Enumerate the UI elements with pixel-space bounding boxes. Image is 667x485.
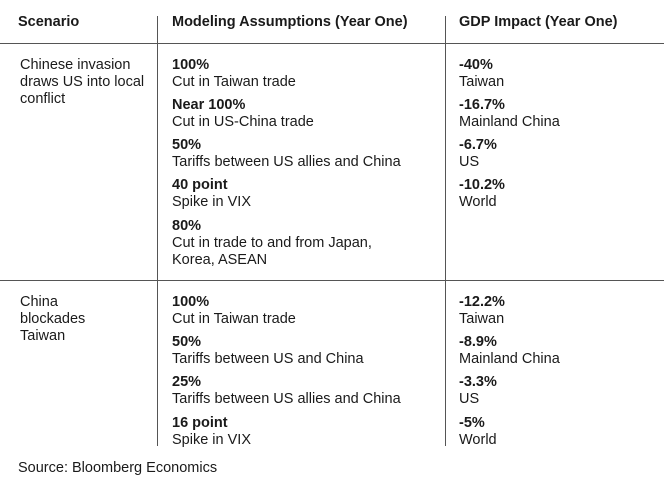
impact-value: -8.9% [459,334,497,350]
impact-label: Taiwan [459,74,505,90]
assumption-value: 50% [172,137,202,153]
impact-label: US [459,154,480,170]
row2-assumption-4: 16 point Spike in VIX [172,415,251,449]
row1-impact-3: -6.7% US [459,137,497,171]
assumption-label: Tariffs between US allies and China [172,154,401,170]
impact-label: World [459,432,497,448]
row2-assumption-2: 50% Tariffs between US and China [172,334,364,368]
impact-value: -10.2% [459,177,505,193]
impact-value: -40% [459,57,493,73]
row1-assumption-5: 80% Cut in trade to and from Japan, Kore… [172,218,382,269]
row1-assumption-4: 40 point Spike in VIX [172,177,251,211]
row1-assumption-1: 100% Cut in Taiwan trade [172,57,296,91]
row2-scenario: China blockades Taiwan [20,294,86,344]
assumption-value: 100% [172,57,210,73]
assumption-value: 80% [172,218,202,234]
assumption-value: 25% [172,374,202,390]
source-note: Source: Bloomberg Economics [18,460,218,476]
row1-assumption-3: 50% Tariffs between US allies and China [172,137,401,171]
assumption-label: Cut in trade to and from Japan, Korea, A… [172,235,372,268]
impact-label: Mainland China [459,351,560,367]
assumption-label: Cut in Taiwan trade [172,74,296,90]
row1-assumption-2: Near 100% Cut in US-China trade [172,97,314,131]
assumption-label: Tariffs between US and China [172,351,364,367]
header-assumptions: Modeling Assumptions (Year One) [172,14,408,30]
header-impact: GDP Impact (Year One) [459,14,618,30]
assumption-label: Tariffs between US allies and China [172,391,401,407]
impact-label: World [459,194,497,210]
assumption-label: Spike in VIX [172,432,251,448]
impact-value: -16.7% [459,97,505,113]
impact-value: -12.2% [459,294,505,310]
header-scenario: Scenario [18,14,80,30]
impact-label: Mainland China [459,114,560,130]
row2-impact-4: -5% World [459,415,497,449]
row2-impact-2: -8.9% Mainland China [459,334,560,368]
impact-value: -5% [459,415,485,431]
assumption-label: Cut in US-China trade [172,114,314,130]
row2-impact-3: -3.3% US [459,374,497,408]
row1-scenario: Chinese invasion draws US into local con… [20,57,145,107]
impact-label: US [459,391,480,407]
row2-assumption-1: 100% Cut in Taiwan trade [172,294,296,328]
assumption-value: 50% [172,334,202,350]
row1-impact-1: -40% Taiwan [459,57,504,91]
row2-impact-1: -12.2% Taiwan [459,294,505,328]
row1-impact-2: -16.7% Mainland China [459,97,560,131]
assumption-label: Cut in Taiwan trade [172,311,296,327]
assumption-label: Spike in VIX [172,194,251,210]
impact-value: -6.7% [459,137,497,153]
header-divider [0,43,664,44]
row-divider [0,280,664,281]
impact-value: -3.3% [459,374,497,390]
row2-assumption-3: 25% Tariffs between US allies and China [172,374,401,408]
assumption-value: Near 100% [172,97,246,113]
assumption-value: 40 point [172,177,228,193]
column-divider-2 [445,16,446,446]
impact-label: Taiwan [459,311,505,327]
assumption-value: 100% [172,294,210,310]
row1-impact-4: -10.2% World [459,177,505,211]
column-divider-1 [157,16,158,446]
assumption-value: 16 point [172,415,228,431]
